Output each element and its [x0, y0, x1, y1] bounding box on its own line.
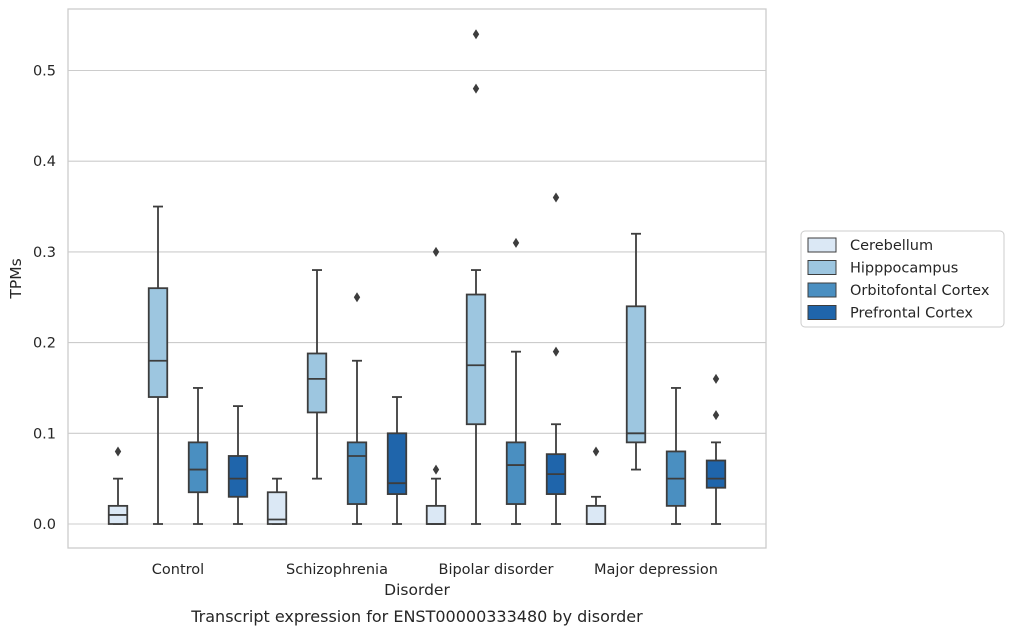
y-tick-label: 0.0 [33, 517, 56, 533]
series-prefrontal-cortex [227, 192, 727, 525]
box [505, 237, 527, 525]
y-tick-label: 0.3 [33, 245, 56, 261]
box [147, 205, 169, 525]
legend: Cerebellum Hipppocampus Orbitofontal Corte… [800, 230, 1005, 328]
box-body [266, 491, 288, 525]
x-tick-label: Major depression [594, 562, 718, 578]
legend-swatch [807, 282, 837, 298]
legend-items: Cerebellum Hipppocampus Orbitofontal Corte… [807, 237, 990, 322]
chart-caption: Transcript expression for ENST0000033348… [190, 607, 643, 626]
outlier-point [114, 446, 122, 457]
box-body [465, 293, 487, 426]
box [266, 477, 288, 525]
box [665, 387, 687, 525]
outlier-point [552, 346, 560, 357]
box [306, 269, 328, 480]
y-tick-label: 0.1 [33, 426, 56, 442]
box [187, 387, 209, 525]
outlier-point [353, 292, 361, 303]
y-tick-label: 0.5 [33, 64, 56, 80]
grid-lines [68, 69, 766, 525]
plot-frame [67, 8, 767, 549]
plot-background [68, 9, 766, 548]
outlier-point [472, 29, 480, 40]
box-body [147, 287, 169, 398]
box-series [107, 29, 727, 525]
box-body [227, 455, 249, 498]
y-tick-label: 0.2 [33, 336, 56, 352]
series-cerebellum [107, 246, 607, 525]
x-tick-label: Bipolar disorder [439, 562, 554, 578]
box-body [386, 432, 408, 495]
series-orbitofontal-cortex [187, 237, 687, 525]
box [625, 232, 647, 471]
y-tick-label: 0.4 [33, 154, 56, 170]
box [705, 373, 727, 525]
box-body [425, 504, 447, 525]
box-body [705, 459, 727, 489]
outlier-point [552, 192, 560, 203]
box [545, 192, 567, 525]
legend-swatch [807, 237, 837, 253]
legend-label: Hipppocampus [850, 261, 958, 277]
legend-swatch [807, 305, 837, 320]
box-body [346, 441, 368, 505]
box-body [585, 504, 607, 525]
outlier-point [712, 373, 720, 384]
box [465, 29, 487, 525]
box-body [187, 441, 209, 494]
legend-swatch [807, 260, 837, 275]
outlier-point [432, 464, 440, 475]
y-axis-label: TPMs [7, 258, 25, 299]
box [346, 292, 368, 525]
box [425, 246, 447, 525]
x-axis-label: Disorder [384, 581, 450, 599]
box [386, 396, 408, 525]
legend-label: Orbitofontal Cortex [850, 283, 990, 299]
x-tick-labels: Control Schizophrenia Bipolar disorder Majo… [152, 562, 718, 578]
y-tick-labels: 0.0 0.1 0.2 0.3 0.4 0.5 [33, 64, 56, 534]
legend-frame [800, 230, 1005, 328]
x-tick-label: Schizophrenia [286, 562, 388, 578]
outlier-point [432, 246, 440, 257]
x-tick-label: Control [152, 562, 204, 578]
box [227, 405, 249, 525]
series-hipppocampus [147, 29, 647, 525]
box [107, 446, 129, 525]
box-body [625, 305, 647, 444]
legend-label: Prefrontal Cortex [850, 306, 973, 322]
outlier-point [712, 410, 720, 421]
outlier-point [512, 237, 520, 248]
outlier-point [472, 83, 480, 94]
outlier-point [592, 446, 600, 457]
legend-label: Cerebellum [850, 238, 933, 254]
box-body [505, 441, 527, 505]
box [585, 446, 607, 525]
box-body [306, 352, 328, 414]
